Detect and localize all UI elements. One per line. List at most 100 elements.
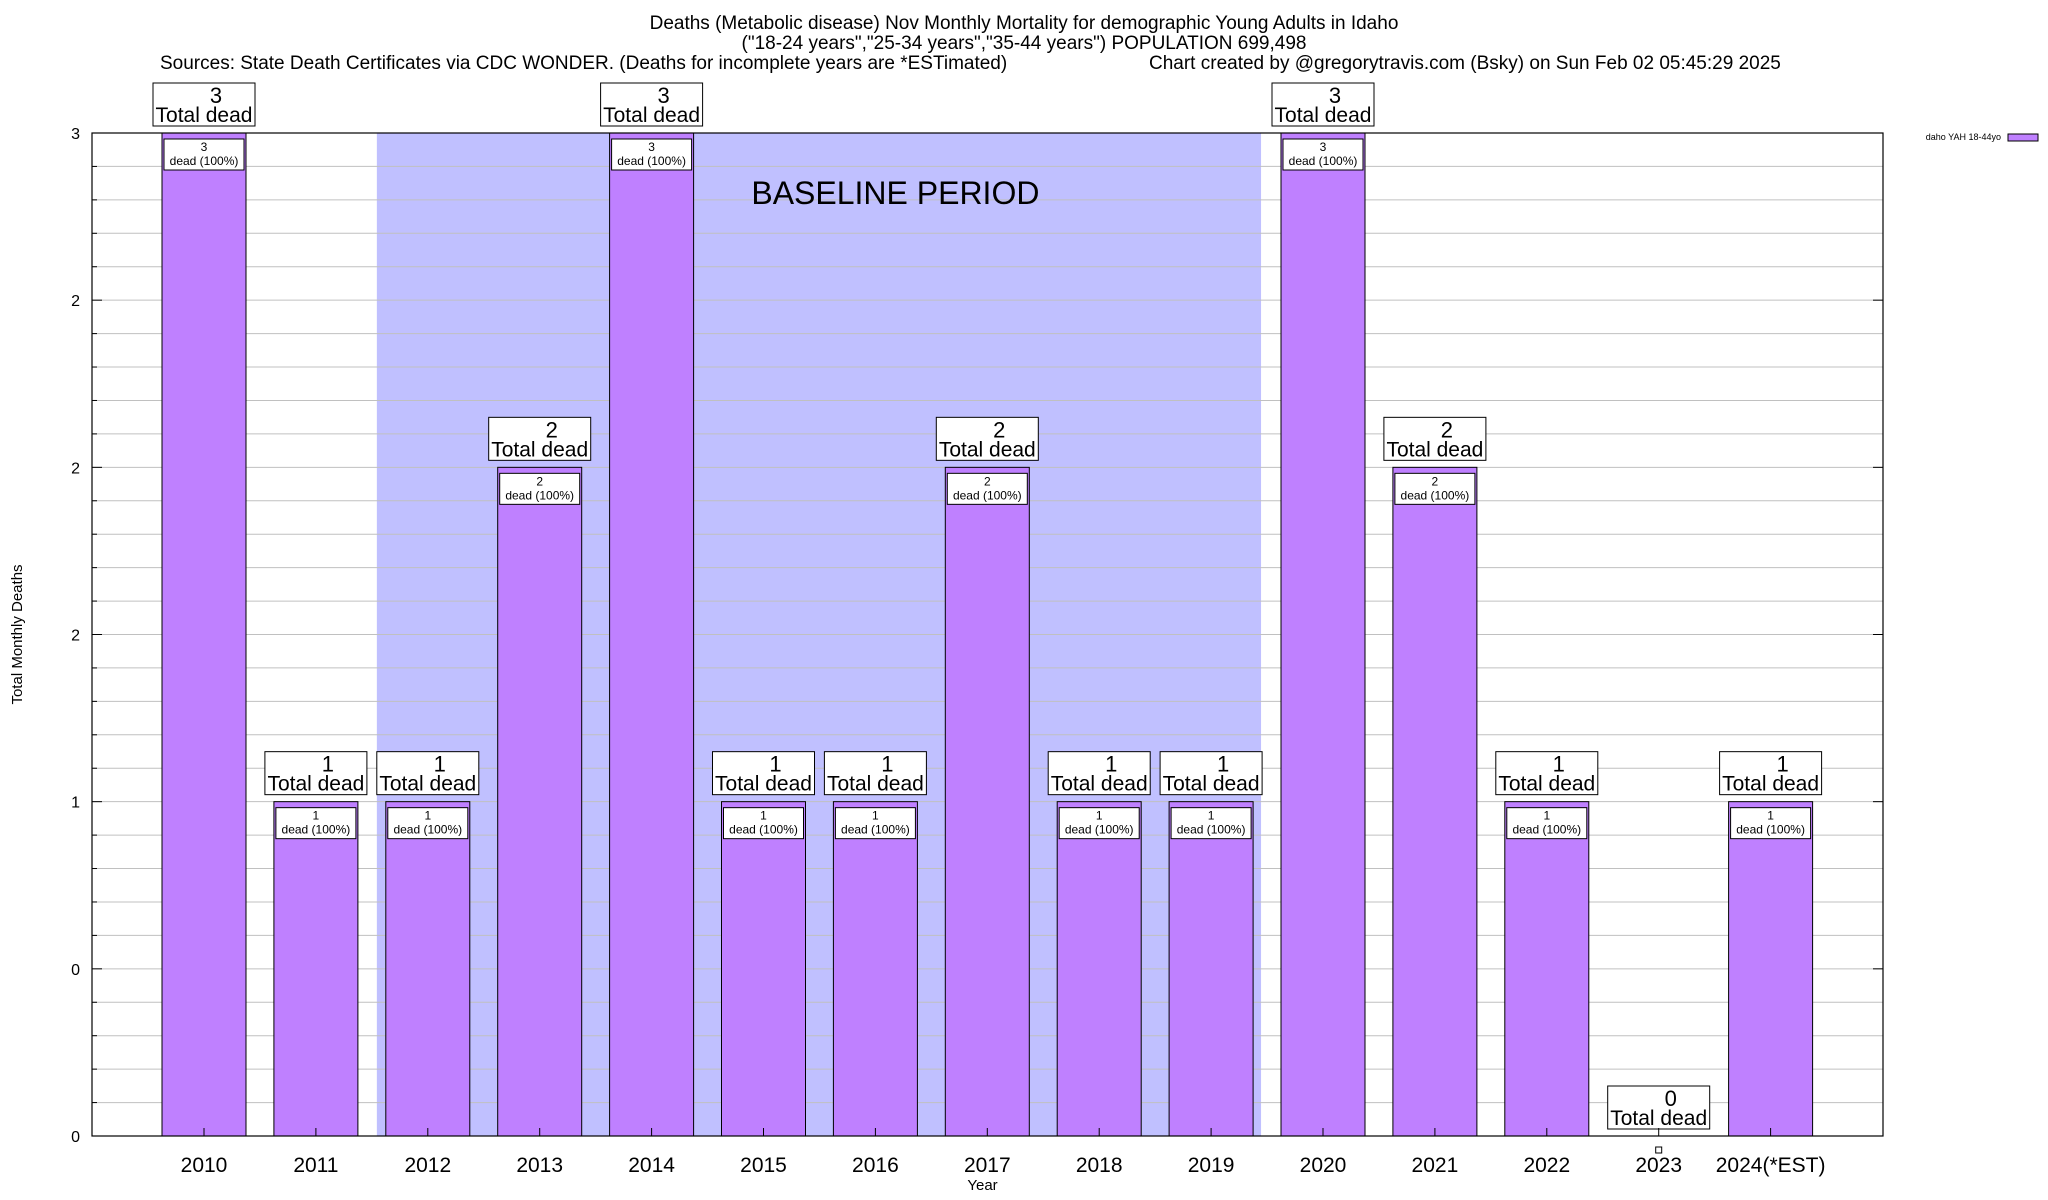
bar-inner-label-box	[1394, 472, 1476, 505]
bar-2018	[1056, 801, 1142, 1137]
bar-inner-value: 1	[424, 809, 431, 823]
y-tick-label: 2	[71, 293, 80, 310]
bar-2011	[273, 801, 359, 1137]
x-tick-label: 2014	[628, 1154, 675, 1177]
total-label: Total dead	[491, 438, 588, 461]
y-tick-label: 0	[71, 1129, 80, 1146]
bar-inner-label: dead (100%)	[170, 154, 239, 168]
bar-inner-value: 3	[1320, 140, 1327, 154]
y-tick-label: 2	[71, 460, 80, 477]
bar-2024(*EST)	[1728, 801, 1814, 1137]
bar-inner-label: dead (100%)	[1736, 823, 1805, 837]
total-label: Total dead	[267, 773, 364, 796]
total-value: 1	[1105, 752, 1117, 777]
total-value: 3	[657, 83, 669, 108]
bar-2012	[385, 801, 471, 1137]
bar-inner-label: dead (100%)	[505, 488, 574, 502]
bar-inner-label-box	[723, 807, 804, 840]
total-label-box	[1383, 416, 1487, 461]
bar-inner-value: 2	[536, 474, 543, 488]
bar-inner-value: 1	[1767, 809, 1774, 823]
chart-credit: Chart created by @gregorytravis.com (Bsk…	[1149, 53, 1781, 74]
x-tick-label: 2017	[964, 1154, 1011, 1177]
total-value: 2	[546, 417, 558, 442]
bar-inner-label: dead (100%)	[393, 823, 462, 837]
total-value: 1	[881, 752, 893, 777]
total-value: 3	[1329, 83, 1341, 108]
bar-2014	[609, 132, 695, 1137]
total-label-box	[152, 82, 256, 127]
bar-inner-label-box	[834, 807, 916, 840]
total-value: 1	[434, 752, 446, 777]
bar-inner-label: dead (100%)	[1289, 154, 1358, 168]
x-tick-label: 2011	[293, 1154, 338, 1177]
bar-inner-value: 2	[984, 474, 991, 488]
total-value: 1	[1776, 752, 1788, 777]
bar-zero-marker	[1655, 1146, 1663, 1154]
total-label-box	[823, 751, 927, 796]
x-tick-label: 2019	[1188, 1154, 1235, 1177]
bar-inner-label: dead (100%)	[729, 823, 798, 837]
y-tick-label: 3	[71, 126, 80, 143]
total-label-box	[488, 416, 592, 461]
bar-2021	[1392, 466, 1478, 1137]
baseline-label: BASELINE PERIOD	[751, 175, 1039, 211]
bar-inner-value: 1	[1096, 809, 1103, 823]
legend-swatch	[2007, 133, 2039, 142]
y-tick-label: 0	[71, 962, 80, 979]
total-label: Total dead	[1386, 438, 1483, 461]
bar-inner-value: 3	[201, 140, 208, 154]
total-label-box	[376, 751, 480, 796]
x-tick-label: 2012	[404, 1154, 451, 1177]
total-value: 2	[1441, 417, 1453, 442]
x-tick-label: 2010	[181, 1154, 228, 1177]
x-tick-label: 2022	[1523, 1154, 1570, 1177]
total-label-box	[1495, 751, 1599, 796]
x-tick-label: 2024(*EST)	[1716, 1154, 1826, 1177]
total-label-box	[1159, 751, 1263, 796]
bar-inner-value: 3	[648, 140, 655, 154]
bar-inner-label: dead (100%)	[1401, 488, 1470, 502]
bar-inner-label: dead (100%)	[617, 154, 686, 168]
bar-inner-value: 2	[1432, 474, 1439, 488]
y-tick-label: 2	[71, 628, 80, 645]
bar-2010	[161, 132, 247, 1137]
bar-inner-label-box	[499, 472, 581, 505]
legend-label: daho YAH 18-44yo	[1926, 132, 2001, 142]
total-value: 1	[322, 752, 334, 777]
chart-title: Deaths (Metabolic disease) Nov Monthly M…	[0, 14, 2048, 54]
x-tick-label: 2021	[1412, 1154, 1459, 1177]
chart-title-line-2: ("18-24 years","25-34 years","35-44 year…	[741, 33, 1307, 54]
total-label-box	[712, 751, 815, 796]
total-label: Total dead	[1275, 104, 1372, 127]
bar-inner-value: 1	[760, 809, 767, 823]
total-value: 0	[1665, 1086, 1677, 1111]
total-value: 2	[993, 417, 1005, 442]
total-label-box	[600, 82, 704, 127]
total-label: Total dead	[1498, 773, 1595, 796]
bar-inner-label: dead (100%)	[1065, 823, 1134, 837]
x-tick-label: 2018	[1076, 1154, 1123, 1177]
bar-inner-value: 1	[313, 809, 320, 823]
bar-inner-label: dead (100%)	[841, 823, 910, 837]
bar-inner-value: 1	[872, 809, 879, 823]
total-label-box	[1607, 1085, 1711, 1130]
total-label-box	[264, 751, 368, 796]
total-label-box	[1047, 751, 1151, 796]
bar-inner-label: dead (100%)	[1177, 823, 1246, 837]
total-value: 1	[769, 752, 781, 777]
total-label: Total dead	[939, 438, 1036, 461]
bar-inner-value: 1	[1208, 809, 1215, 823]
bar-inner-label-box	[1170, 807, 1252, 840]
total-label: Total dead	[715, 773, 812, 796]
total-value: 1	[1217, 752, 1229, 777]
bar-inner-value: 1	[1543, 809, 1550, 823]
total-label: Total dead	[827, 773, 924, 796]
bar-inner-label-box	[946, 472, 1028, 505]
bar-2022	[1504, 801, 1590, 1137]
bar-inner-label-box	[275, 807, 357, 840]
plot-frame	[91, 132, 1884, 1137]
bar-inner-label-box	[1506, 807, 1588, 840]
bar-2020	[1280, 132, 1366, 1137]
